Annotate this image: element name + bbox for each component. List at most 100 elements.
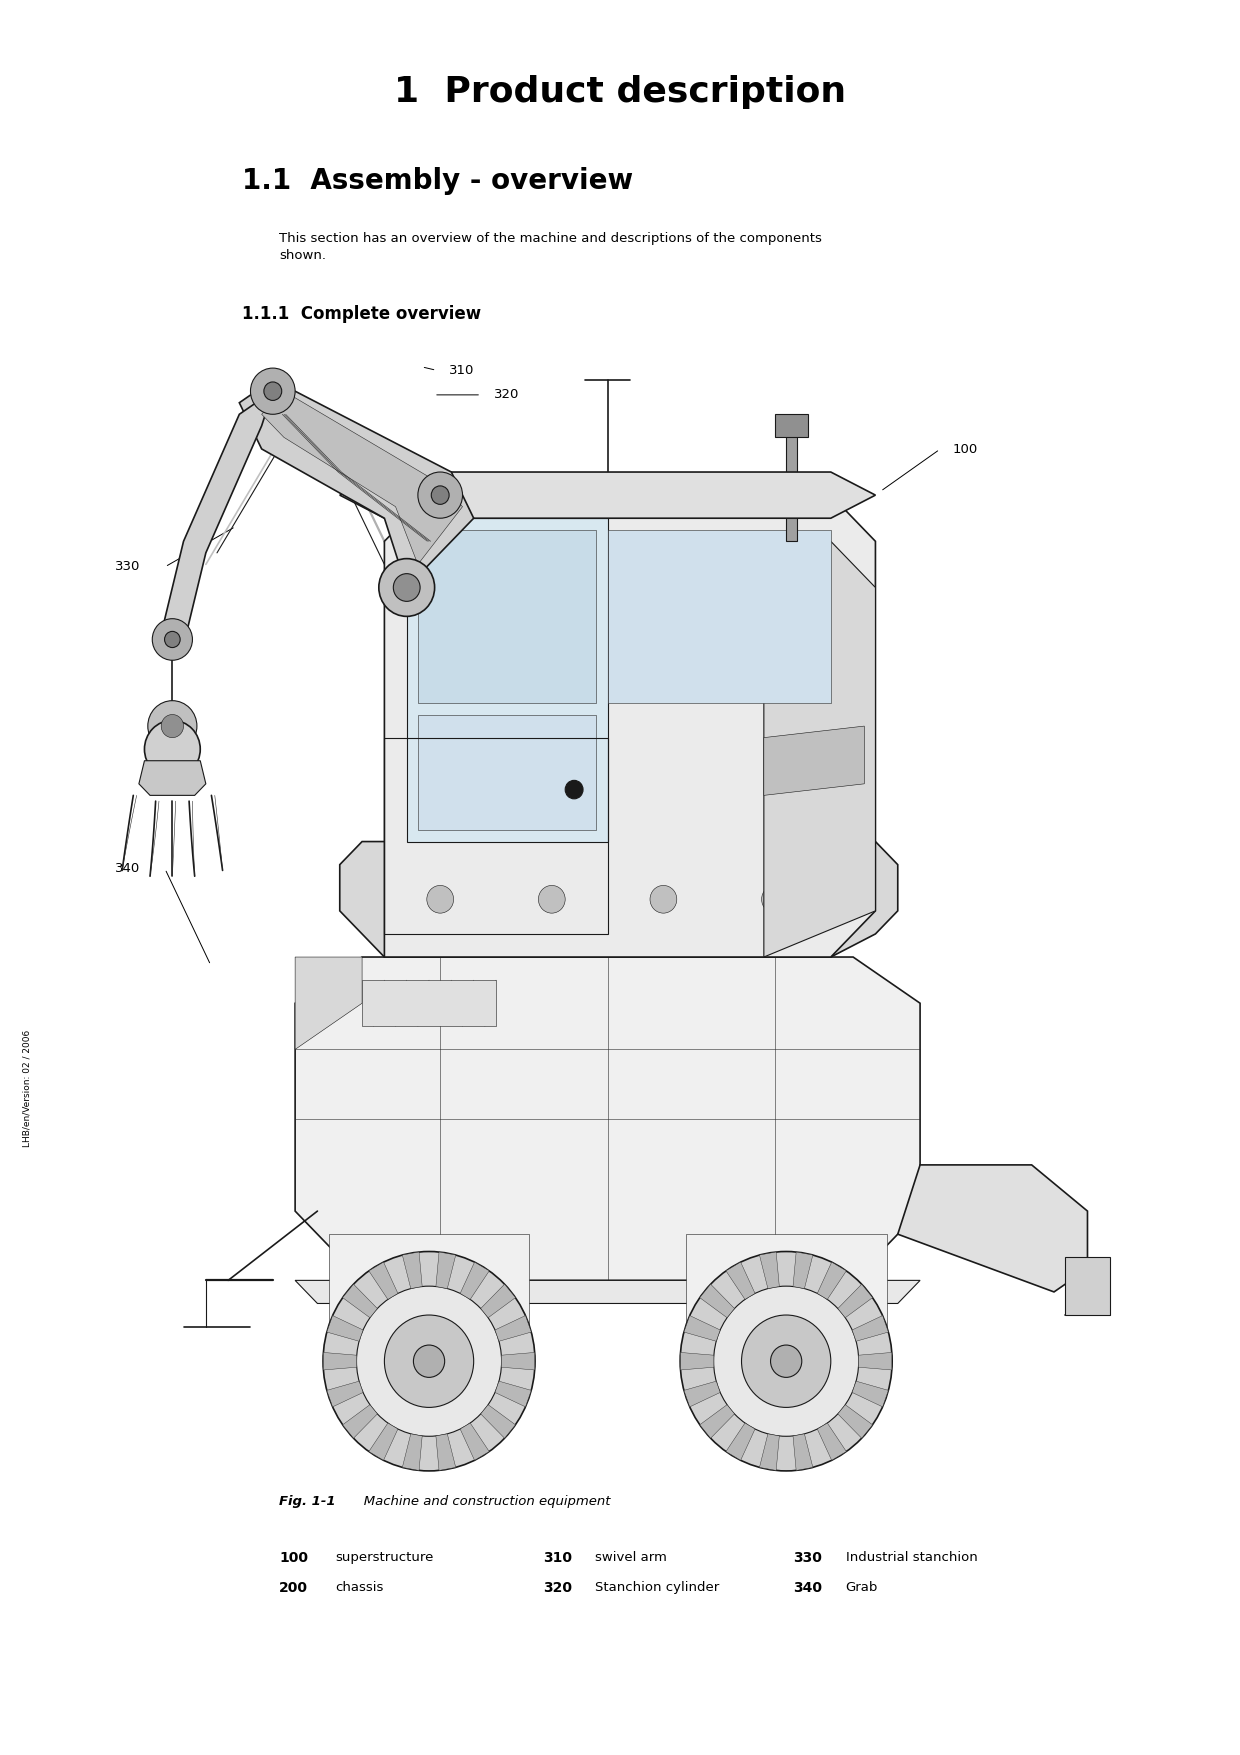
Text: 320: 320 [543,1581,572,1595]
Circle shape [144,720,201,777]
Circle shape [393,574,420,602]
Circle shape [322,1251,536,1471]
Polygon shape [786,426,797,541]
Polygon shape [362,979,496,1027]
Circle shape [161,714,184,737]
Circle shape [761,886,789,913]
Polygon shape [460,1262,490,1299]
Circle shape [379,558,435,616]
Text: shown.: shown. [279,249,326,261]
Polygon shape [681,1353,714,1371]
Polygon shape [898,1165,1087,1292]
Text: Grab: Grab [846,1581,878,1594]
Polygon shape [838,1404,873,1437]
Polygon shape [495,1381,531,1408]
Text: chassis: chassis [335,1581,383,1594]
Polygon shape [327,1381,363,1408]
Circle shape [148,700,197,751]
Text: 330: 330 [794,1551,822,1565]
Text: 330: 330 [115,560,140,574]
Polygon shape [817,1423,847,1460]
Polygon shape [340,472,875,518]
Polygon shape [340,842,898,956]
Polygon shape [239,379,474,588]
Polygon shape [725,1423,755,1460]
Text: superstructure: superstructure [335,1551,433,1564]
Polygon shape [327,1316,363,1341]
Polygon shape [686,1234,887,1327]
Circle shape [413,1344,445,1378]
Polygon shape [324,1353,357,1371]
Polygon shape [699,1285,734,1318]
Polygon shape [436,1434,456,1471]
Polygon shape [295,956,362,1049]
Text: Fig. 1-1: Fig. 1-1 [279,1495,336,1508]
Text: 200: 200 [279,1581,308,1595]
Circle shape [432,486,449,504]
Circle shape [650,886,677,913]
Polygon shape [794,1434,813,1471]
Polygon shape [858,1353,892,1371]
Circle shape [681,1251,893,1471]
Polygon shape [139,760,206,795]
Circle shape [264,383,281,400]
Circle shape [250,369,295,414]
Circle shape [418,472,463,518]
Text: 1.1.1  Complete overview: 1.1.1 Complete overview [242,305,481,323]
Polygon shape [684,1381,720,1408]
Circle shape [770,1344,802,1378]
Polygon shape [407,518,608,842]
Polygon shape [817,1262,847,1299]
Polygon shape [838,1285,873,1318]
Polygon shape [495,1316,531,1341]
Circle shape [384,1314,474,1408]
Polygon shape [402,1434,422,1471]
Polygon shape [342,1285,377,1318]
Polygon shape [481,1404,516,1437]
Polygon shape [295,956,920,1281]
Text: 310: 310 [449,363,474,377]
Polygon shape [342,1404,377,1437]
Polygon shape [699,1404,734,1437]
Polygon shape [759,1434,779,1471]
Polygon shape [436,1251,456,1288]
Text: 1.1  Assembly - overview: 1.1 Assembly - overview [242,167,632,195]
Polygon shape [368,1262,398,1299]
Polygon shape [759,1251,779,1288]
Text: 340: 340 [794,1581,822,1595]
Text: Stanchion cylinder: Stanchion cylinder [595,1581,719,1594]
Polygon shape [418,714,596,830]
Polygon shape [764,541,875,956]
Polygon shape [329,1234,529,1327]
Text: 100: 100 [279,1551,308,1565]
Polygon shape [725,1262,755,1299]
Text: This section has an overview of the machine and descriptions of the components: This section has an overview of the mach… [279,232,822,244]
Polygon shape [481,1285,516,1318]
Text: 340: 340 [115,862,140,876]
Polygon shape [794,1251,813,1288]
Polygon shape [764,727,864,795]
Circle shape [427,886,454,913]
Text: 320: 320 [494,388,518,402]
Polygon shape [501,1353,534,1371]
Text: Industrial stanchion: Industrial stanchion [846,1551,977,1564]
Polygon shape [262,391,463,565]
Circle shape [357,1286,502,1436]
Circle shape [742,1314,831,1408]
Circle shape [714,1286,859,1436]
Text: 310: 310 [543,1551,572,1565]
Polygon shape [384,495,875,956]
Text: swivel arm: swivel arm [595,1551,667,1564]
Polygon shape [161,391,273,646]
Polygon shape [402,1251,422,1288]
Polygon shape [368,1423,398,1460]
Circle shape [565,781,583,799]
Circle shape [538,886,565,913]
Text: 100: 100 [952,442,977,456]
Polygon shape [775,414,808,437]
Polygon shape [608,530,831,704]
Polygon shape [418,530,596,704]
Polygon shape [852,1381,888,1408]
Polygon shape [684,1316,720,1341]
Circle shape [153,620,192,660]
